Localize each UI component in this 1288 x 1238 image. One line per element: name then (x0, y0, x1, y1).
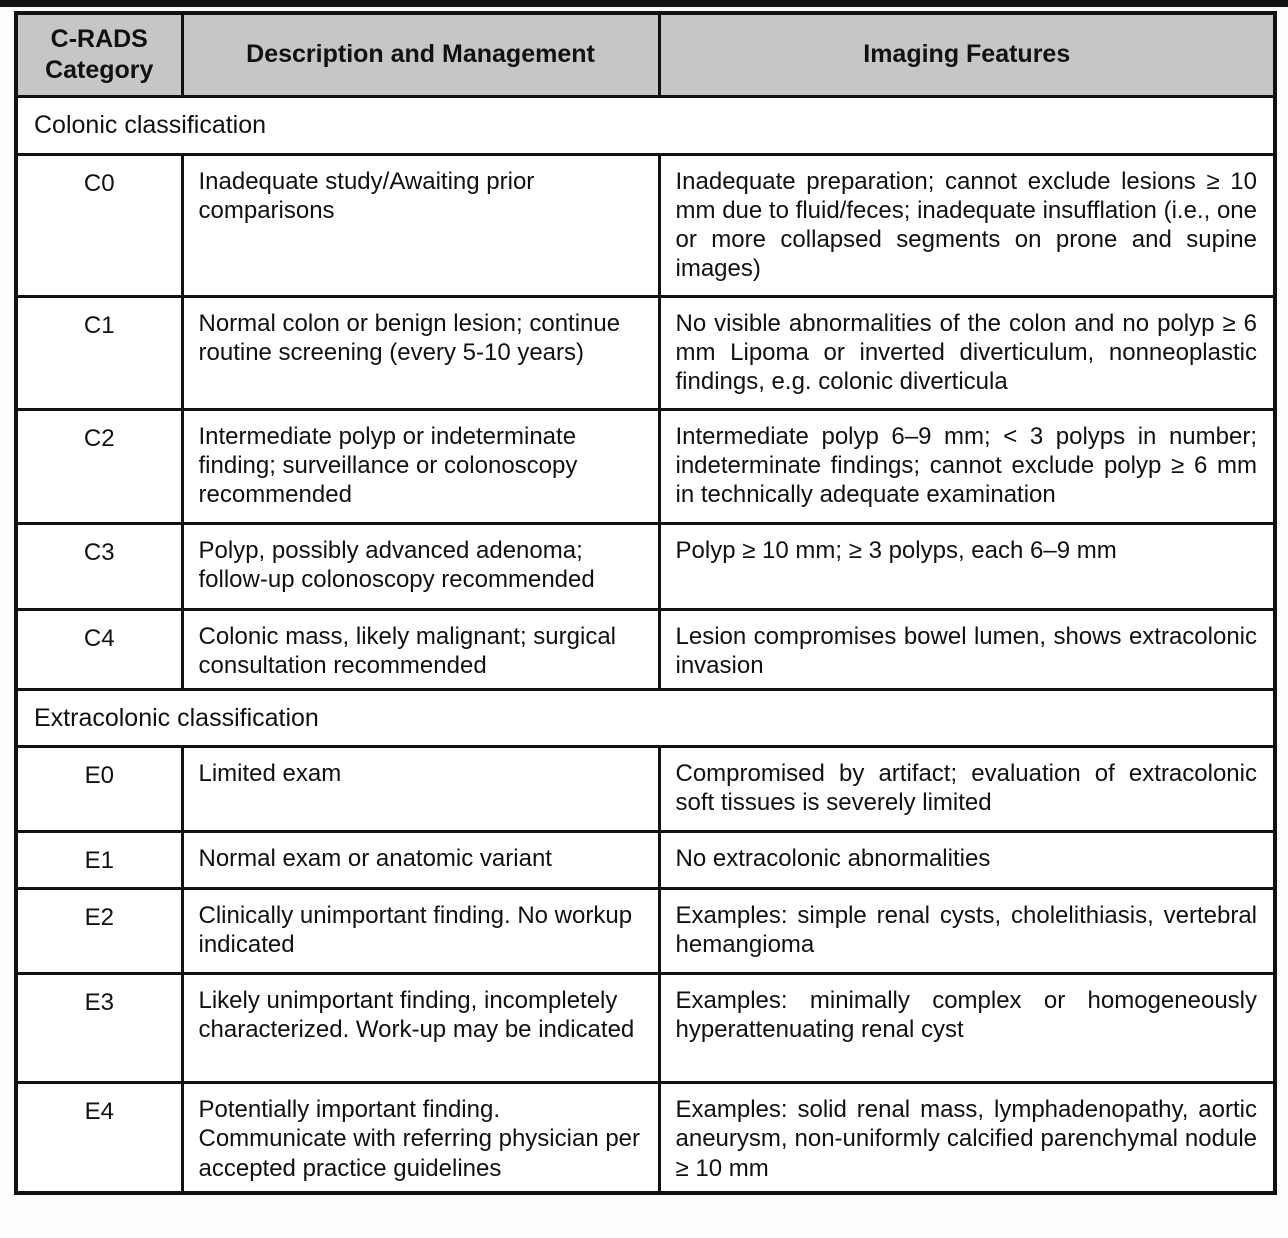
category-cell: E3 (14, 972, 184, 1085)
table-row-c2: C2 Intermediate polyp or indeterminate f… (14, 407, 1277, 525)
description-cell: Clinically unimportant finding. No worku… (180, 887, 661, 976)
table-row-c4: C4 Colonic mass, likely malignant; surgi… (14, 607, 1277, 692)
description-cell: Normal colon or benign lesion; continue … (180, 294, 661, 411)
section-title-colonic: Colonic classification (14, 94, 1277, 156)
category-cell: C4 (14, 607, 184, 692)
imaging-cell: No visible abnormalities of the colon an… (657, 294, 1277, 411)
category-cell: C0 (14, 152, 184, 298)
category-cell: E0 (14, 745, 184, 834)
imaging-cell: Examples: minimally complex or homogeneo… (657, 972, 1277, 1085)
description-cell: Likely unimportant finding, incompletely… (180, 972, 661, 1085)
imaging-cell: No extracolonic abnormalities (657, 830, 1277, 891)
description-cell: Inadequate study/Awaiting prior comparis… (180, 152, 661, 298)
table-row-c1: C1 Normal colon or benign lesion; contin… (14, 294, 1277, 411)
table-row-e3: E3 Likely unimportant finding, incomplet… (14, 972, 1277, 1085)
table-row-e2: E2 Clinically unimportant finding. No wo… (14, 887, 1277, 976)
imaging-cell: Intermediate polyp 6–9 mm; < 3 polyps in… (657, 407, 1277, 525)
crads-classification-table: C-RADS Category Description and Manageme… (14, 11, 1277, 1195)
imaging-cell: Examples: simple renal cysts, cholelithi… (657, 887, 1277, 976)
imaging-cell: Polyp ≥ 10 mm; ≥ 3 polyps, each 6–9 mm (657, 521, 1277, 611)
header-description-column: Description and Management (180, 11, 661, 98)
description-cell: Colonic mass, likely malignant; surgical… (180, 607, 661, 692)
header-category-column: C-RADS Category (14, 11, 184, 98)
section-colonic: Colonic classification (14, 94, 1277, 156)
category-cell: E1 (14, 830, 184, 891)
category-cell: C3 (14, 521, 184, 611)
table-row-c3: C3 Polyp, possibly advanced adenoma; fol… (14, 521, 1277, 611)
table-row-e4: E4 Potentially important finding. Commun… (14, 1081, 1277, 1195)
imaging-cell: Inadequate preparation; cannot exclude l… (657, 152, 1277, 298)
imaging-cell: Examples: solid renal mass, lymphadenopa… (657, 1081, 1277, 1195)
category-cell: E4 (14, 1081, 184, 1195)
section-title-extracolonic: Extracolonic classification (14, 688, 1277, 749)
header-row: C-RADS Category Description and Manageme… (14, 11, 1277, 98)
category-cell: C2 (14, 407, 184, 525)
description-cell: Limited exam (180, 745, 661, 834)
section-extracolonic: Extracolonic classification (14, 688, 1277, 749)
table-row-c0: C0 Inadequate study/Awaiting prior compa… (14, 152, 1277, 298)
table-row-e1: E1 Normal exam or anatomic variant No ex… (14, 830, 1277, 891)
category-cell: C1 (14, 294, 184, 411)
description-cell: Potentially important finding. Communica… (180, 1081, 661, 1195)
description-cell: Normal exam or anatomic variant (180, 830, 661, 891)
category-cell: E2 (14, 887, 184, 976)
description-cell: Intermediate polyp or indeterminate find… (180, 407, 661, 525)
header-imaging-column: Imaging Features (657, 11, 1277, 98)
description-cell: Polyp, possibly advanced adenoma; follow… (180, 521, 661, 611)
page-edge-strip (0, 0, 1288, 7)
imaging-cell: Lesion compromises bowel lumen, shows ex… (657, 607, 1277, 692)
table-row-e0: E0 Limited exam Compromised by artifact;… (14, 745, 1277, 834)
imaging-cell: Compromised by artifact; evaluation of e… (657, 745, 1277, 834)
